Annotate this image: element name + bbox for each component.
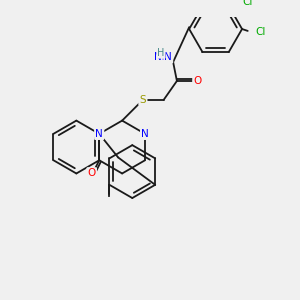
Text: H: H: [157, 48, 165, 58]
Text: N: N: [141, 129, 149, 139]
Text: N: N: [95, 129, 103, 139]
Text: O: O: [88, 169, 96, 178]
Text: Cl: Cl: [242, 0, 252, 7]
Text: S: S: [140, 95, 146, 105]
Text: N: N: [141, 129, 149, 139]
Text: N: N: [95, 129, 103, 139]
Text: S: S: [140, 95, 146, 105]
Text: NH: NH: [154, 52, 170, 62]
Text: O: O: [194, 76, 202, 86]
Text: Cl: Cl: [255, 27, 266, 37]
Text: O: O: [194, 76, 202, 86]
Text: O: O: [88, 169, 96, 178]
Text: N: N: [164, 52, 172, 62]
Text: Cl: Cl: [242, 0, 252, 7]
Text: Cl: Cl: [255, 27, 266, 37]
